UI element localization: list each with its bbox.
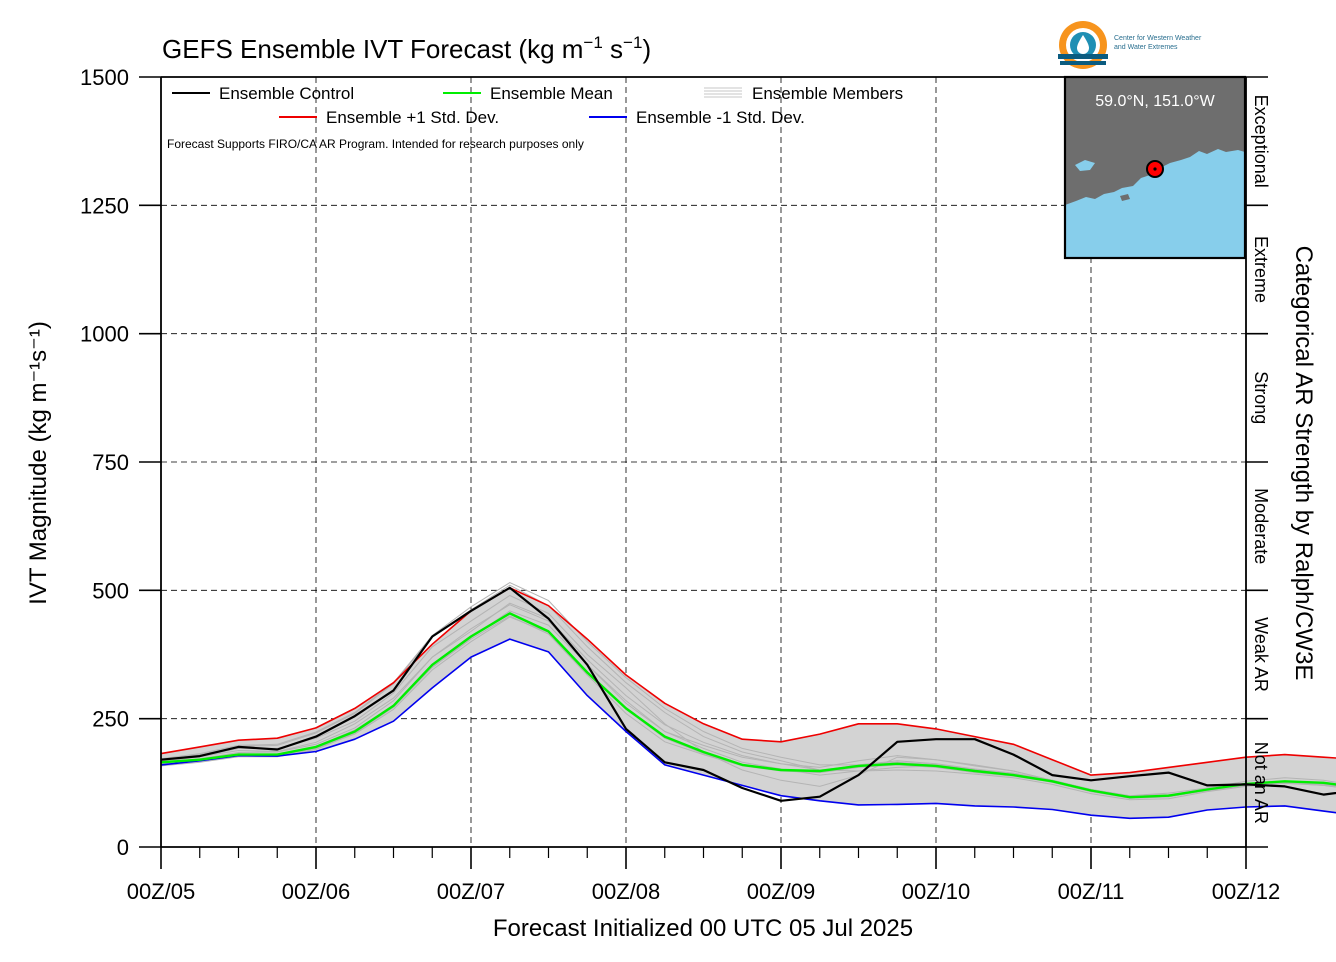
control-line	[160, 586, 1336, 802]
x-tick-label-144: 00Z/11	[1058, 879, 1125, 904]
category-label-exceptional: Exceptional	[1251, 95, 1271, 188]
legend-members-swatch	[704, 87, 742, 98]
x-axis-title: Forecast Initialized 00 UTC 05 Jul 2025	[493, 915, 913, 942]
right-axis-title: Categorical AR Strength by Ralph/CW3E	[1290, 246, 1317, 681]
mean-line	[160, 612, 1336, 799]
cw3e-logo: Center for Western Weather and Water Ext…	[1058, 21, 1202, 69]
legend-members-label: Ensemble Members	[752, 84, 903, 103]
category-label-not-an-ar: Not an AR	[1251, 742, 1271, 824]
inset-land	[1065, 77, 1245, 205]
y-tick-label-750: 750	[92, 450, 129, 475]
y-tick-label-500: 500	[92, 578, 129, 603]
x-tick-label-48: 00Z/07	[437, 879, 506, 904]
x-tick-label-96: 00Z/09	[747, 879, 816, 904]
logo-text-2: and Water Extremes	[1114, 44, 1178, 51]
legend-mean-label: Ensemble Mean	[490, 84, 613, 103]
water-drop-icon	[1077, 35, 1089, 54]
chart-title: GEFS Ensemble IVT Forecast (kg m−1 s−1)	[162, 33, 651, 64]
axis-ticks: 0 250 500 750 1000 1250 1500 00Z/05 00Z/06 00Z/07…	[80, 65, 1280, 904]
inset-border	[1063, 75, 1247, 260]
spread-area	[161, 587, 1336, 819]
x-tick-label-168: 00Z/12	[1212, 879, 1281, 904]
y-tick-label-250: 250	[92, 707, 129, 732]
x-tick-label-0: 00Z/05	[127, 879, 196, 904]
logo-text-1: Center for Western Weather	[1114, 35, 1202, 42]
category-label-extreme: Extreme	[1251, 236, 1271, 303]
y-axis-title: IVT Magnitude (kg m⁻¹s⁻¹)	[25, 321, 52, 605]
y-tick-label-1000: 1000	[80, 322, 129, 347]
inset-map: 59.0°N, 151.0°W	[1063, 75, 1247, 260]
inset-island	[1075, 160, 1095, 171]
inset-island-2	[1120, 194, 1130, 201]
category-label-weak-ar: Weak AR	[1251, 617, 1271, 692]
plus-std-line	[160, 586, 1336, 776]
category-label-strong: Strong	[1251, 371, 1271, 424]
ar-category-labels: Not an AR Weak AR Moderate Strong Extreme Exc…	[1251, 95, 1271, 824]
x-tick-label-24: 00Z/06	[282, 879, 351, 904]
disclaimer-note: Forecast Supports FIRO/CA AR Program. In…	[167, 137, 584, 151]
legend-plus-std-label: Ensemble +1 Std. Dev.	[326, 108, 499, 127]
ensemble-member-lines	[160, 582, 1336, 801]
std-dev-spread	[161, 587, 1336, 819]
legend-minus-std-label: Ensemble -1 Std. Dev.	[636, 108, 805, 127]
y-tick-label-1250: 1250	[80, 193, 129, 218]
y-tick-label-1500: 1500	[80, 65, 129, 90]
x-tick-label-72: 00Z/08	[592, 879, 661, 904]
member-line-8	[160, 582, 1336, 799]
x-tick-label-120: 00Z/10	[902, 879, 971, 904]
legend-control-label: Ensemble Control	[219, 84, 354, 103]
minus-std-line	[160, 638, 1336, 820]
category-label-moderate: Moderate	[1251, 488, 1271, 564]
y-tick-label-0: 0	[117, 835, 129, 860]
inset-coords: 59.0°N, 151.0°W	[1095, 93, 1215, 110]
main-series-lines	[160, 586, 1336, 820]
legend: Ensemble Control Ensemble Mean Ensemble …	[167, 84, 903, 151]
